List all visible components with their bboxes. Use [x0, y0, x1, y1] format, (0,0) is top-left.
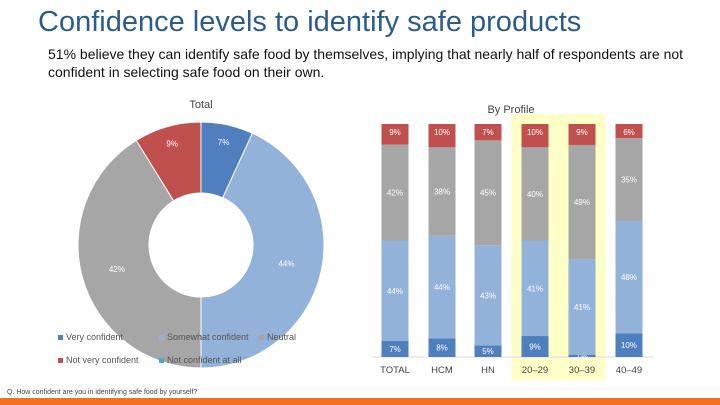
bar-hcm-neutral: [428, 147, 456, 236]
donut-label-not-very-confident: 9%: [166, 140, 178, 149]
bar-hn-neutral: [474, 140, 502, 246]
donut-slice-not-very-confident: [135, 121, 202, 202]
page-subtitle: 51% believe they can identify safe food …: [48, 46, 684, 80]
bar-40-49-not-very-confident: [615, 124, 643, 139]
category-label-total: TOTAL: [380, 365, 410, 376]
legend-label: Very confident: [66, 332, 124, 342]
legend-swatch: [58, 335, 63, 341]
bar-40-49-somewhat-confident: [615, 220, 643, 334]
bar-hn-somewhat-confident: [474, 245, 502, 346]
legend-somewhat-confident: Somewhat confident: [159, 332, 249, 342]
donut-label-very-confident: 7%: [218, 138, 230, 147]
bar-label: 35%: [621, 175, 637, 184]
bar-20-29-very-confident: [521, 336, 549, 357]
bar-label: 10%: [621, 341, 637, 350]
question-footnote: Q. How confident are you in identifying …: [7, 389, 198, 396]
bar-hcm-somewhat-confident: [428, 235, 456, 339]
legend-swatch: [259, 335, 264, 341]
bar-label: 9%: [576, 128, 588, 137]
bar-40-49-very-confident: [615, 333, 643, 357]
legend-label: Not very confident: [66, 355, 139, 365]
bottom-accent-bar: [0, 398, 720, 405]
donut-label-neutral: 42%: [109, 265, 125, 274]
legend-swatch: [159, 358, 164, 364]
bar-total-very-confident: [381, 341, 409, 357]
legend-very-confident: Very confident: [58, 332, 123, 342]
bar-label: 9%: [389, 128, 401, 137]
stacked-bar-chart: By Profile 7% 44% 42% 9% TOTAL 8% 44% 38% 10% HCM…: [372, 104, 654, 380]
legend-label: Not confident at all: [167, 355, 242, 365]
bar-label: 7%: [482, 128, 494, 137]
bar-hcm-not-very-confident: [428, 124, 456, 148]
category-label-hn: HN: [481, 365, 495, 376]
legend-swatch: [159, 335, 164, 341]
page-title: Confidence levels to identify safe produ…: [38, 6, 582, 38]
category-label-40-49: 40–49: [616, 365, 642, 376]
bar-label: 49%: [574, 198, 590, 207]
bar-40-49-neutral: [615, 138, 643, 221]
donut-slice-neutral: [77, 139, 202, 369]
category-label-20-29: 20–29: [522, 365, 548, 376]
bar-hn-not-very-confident: [474, 124, 502, 141]
legend-neutral: Neutral: [259, 332, 296, 342]
bar-label: 41%: [574, 303, 590, 312]
legend-label: Neutral: [267, 332, 297, 342]
legend-not-confident-at-all: Not confident at all: [159, 355, 242, 365]
bar-label: 1%: [576, 352, 588, 361]
bar-label: 43%: [480, 291, 496, 300]
bar-label: 9%: [529, 343, 541, 352]
donut-title: Total: [189, 99, 212, 111]
bar-label: 10%: [434, 128, 450, 137]
category-label-30-39: 30–39: [569, 365, 595, 376]
bar-chart-title: By Profile: [487, 104, 534, 116]
bar-label: 42%: [387, 189, 403, 198]
bar-label: 38%: [434, 188, 450, 197]
bar-20-29-not-very-confident: [521, 124, 549, 148]
bar-30-39-somewhat-confident: [568, 259, 596, 355]
bar-label: 41%: [527, 284, 543, 293]
bar-total-somewhat-confident: [381, 240, 409, 342]
category-label-hcm: HCM: [431, 365, 453, 376]
legend-not-very-confident: Not very confident: [58, 355, 139, 365]
donut-label-somewhat-confident: 44%: [278, 260, 294, 269]
bar-30-39-not-very-confident: [568, 124, 596, 145]
donut-chart: 7% 44% 42% 9%: [77, 121, 325, 369]
bar-label: 7%: [389, 345, 401, 354]
bar-label: 40%: [527, 190, 543, 199]
bar-label: 5%: [482, 347, 494, 356]
bar-hn-very-confident: [474, 345, 502, 357]
bar-label: 10%: [527, 128, 543, 137]
legend-label: Somewhat confident: [167, 332, 249, 342]
bar-label: 44%: [434, 283, 450, 292]
bar-total-not-very-confident: [381, 124, 409, 145]
bar-20-29-somewhat-confident: [521, 240, 549, 337]
bar-total-neutral: [381, 144, 409, 241]
bar-label: 45%: [480, 189, 496, 198]
legend-swatch: [58, 358, 63, 364]
bar-label: 8%: [436, 344, 448, 353]
bar-label: 44%: [387, 287, 403, 296]
donut-slice-somewhat-confident: [200, 132, 325, 369]
bar-30-39-neutral: [568, 144, 596, 260]
bar-20-29-neutral: [521, 147, 549, 241]
bar-30-39-very-confident: [568, 354, 596, 357]
bar-hcm-very-confident: [428, 338, 456, 357]
bar-label: 48%: [621, 273, 637, 282]
bar-label: 6%: [623, 128, 635, 137]
